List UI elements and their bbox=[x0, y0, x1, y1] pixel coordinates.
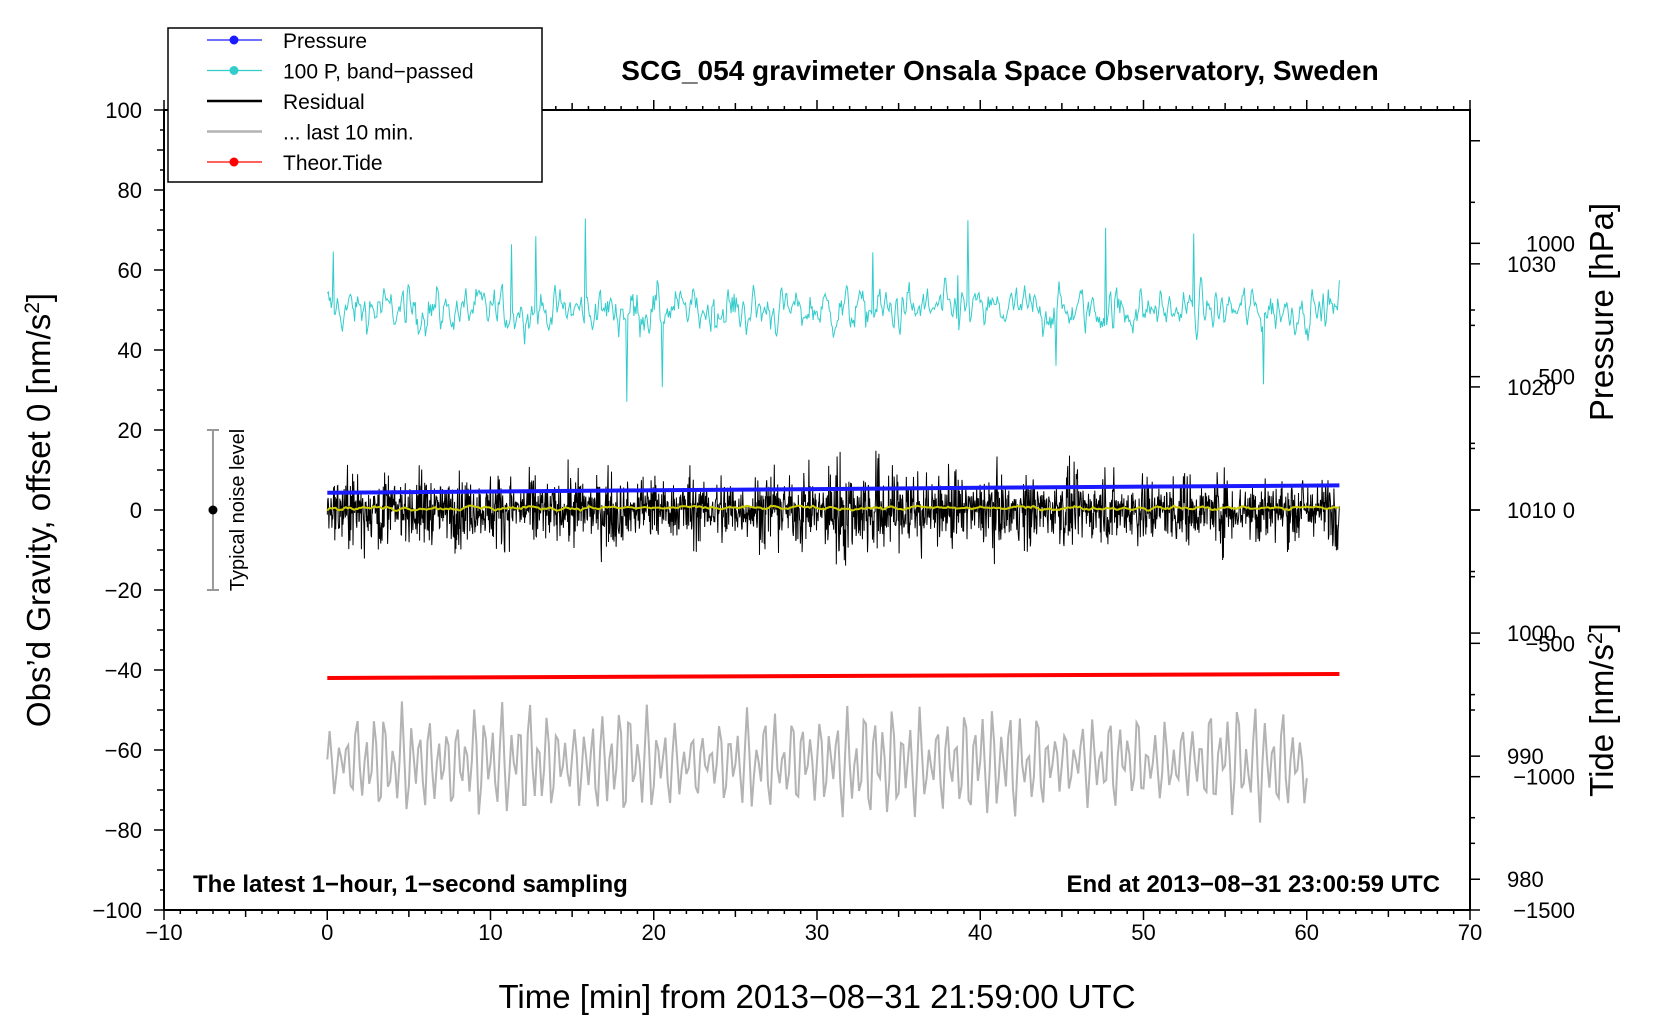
noise-level-indicator: Typical noise level bbox=[206, 429, 249, 591]
x-tick-label: 50 bbox=[1131, 920, 1155, 945]
end-time-annotation: End at 2013−08−31 23:00:59 UTC bbox=[1066, 871, 1440, 898]
pressure-tick-label: 990 bbox=[1507, 744, 1544, 769]
legend-marker bbox=[229, 157, 239, 167]
y-tick-label: −40 bbox=[105, 658, 142, 683]
legend-label: ... last 10 min. bbox=[283, 122, 414, 145]
x-tick-label: 60 bbox=[1295, 920, 1319, 945]
x-tick-label: 10 bbox=[478, 920, 502, 945]
y-tick-label: 100 bbox=[105, 98, 142, 123]
pressure-tick-label: 1000 bbox=[1507, 621, 1556, 646]
tide-tick-label: −500 bbox=[1525, 631, 1575, 656]
y-tick-label: −100 bbox=[92, 898, 142, 923]
y-tick-label: −80 bbox=[105, 818, 142, 843]
x-axis-title: Time [min] from 2013−08−31 21:59:00 UTC bbox=[498, 978, 1135, 1015]
tide-tick-label: 500 bbox=[1538, 365, 1575, 390]
legend-label: 100 P, band−passed bbox=[283, 61, 474, 84]
legend-label: Theor.Tide bbox=[283, 152, 383, 175]
x-tick-label: 20 bbox=[642, 920, 666, 945]
series-pressure bbox=[327, 483, 1340, 495]
y-tick-label: 20 bbox=[118, 418, 142, 443]
legend-marker bbox=[229, 66, 239, 75]
y-axis-title-gravity: Obs’d Gravity, offset 0 [nm/s2] bbox=[20, 293, 57, 727]
series-band-passed-pressure bbox=[326, 218, 1340, 402]
tide-tick-label: −1000 bbox=[1513, 765, 1575, 790]
pressure-tick-label: 1010 bbox=[1507, 498, 1556, 523]
x-tick-label: 0 bbox=[321, 920, 333, 945]
legend-label: Residual bbox=[283, 91, 365, 114]
pressure-tick-label: 1030 bbox=[1507, 252, 1556, 277]
y-axis-title-tide: Tide [nm/s2] bbox=[1583, 623, 1620, 797]
noise-center-dot bbox=[208, 505, 218, 515]
tide-tick-label: −1500 bbox=[1513, 898, 1575, 923]
y-tick-label: 60 bbox=[118, 258, 142, 283]
tide-tick-label: 0 bbox=[1563, 498, 1575, 523]
plot-frame bbox=[163, 109, 1471, 911]
sampling-annotation: The latest 1−hour, 1−second sampling bbox=[193, 871, 628, 898]
y-tick-label: 80 bbox=[118, 178, 142, 203]
x-tick-label: 40 bbox=[968, 920, 992, 945]
legend: Pressure 100 P, band−passed Residual ... la… bbox=[167, 27, 543, 183]
legend-marker bbox=[229, 35, 239, 45]
pressure-tick-label: 1020 bbox=[1507, 375, 1556, 400]
series-residual-smoothed bbox=[326, 504, 1340, 513]
y-tick-label: 40 bbox=[118, 338, 142, 363]
noise-level-label: Typical noise level bbox=[227, 429, 249, 591]
chart-title: SCG_054 gravimeter Onsala Space Observat… bbox=[621, 55, 1378, 86]
legend-box bbox=[167, 27, 543, 183]
legend-label: Pressure bbox=[283, 30, 367, 53]
pressure-tick-label: 980 bbox=[1507, 867, 1544, 892]
series-last-10-min bbox=[326, 701, 1308, 823]
x-tick-label: 70 bbox=[1458, 920, 1482, 945]
y-tick-label: −60 bbox=[105, 738, 142, 763]
x-tick-label: 30 bbox=[805, 920, 829, 945]
y-tick-label: −20 bbox=[105, 578, 142, 603]
tide-tick-label: 1000 bbox=[1526, 231, 1575, 256]
x-tick-label: −10 bbox=[145, 920, 182, 945]
y-tick-label: 0 bbox=[130, 498, 142, 523]
series-theor-tide bbox=[327, 672, 1340, 680]
y-axis-title-pressure: Pressure [hPa] bbox=[1583, 203, 1620, 421]
